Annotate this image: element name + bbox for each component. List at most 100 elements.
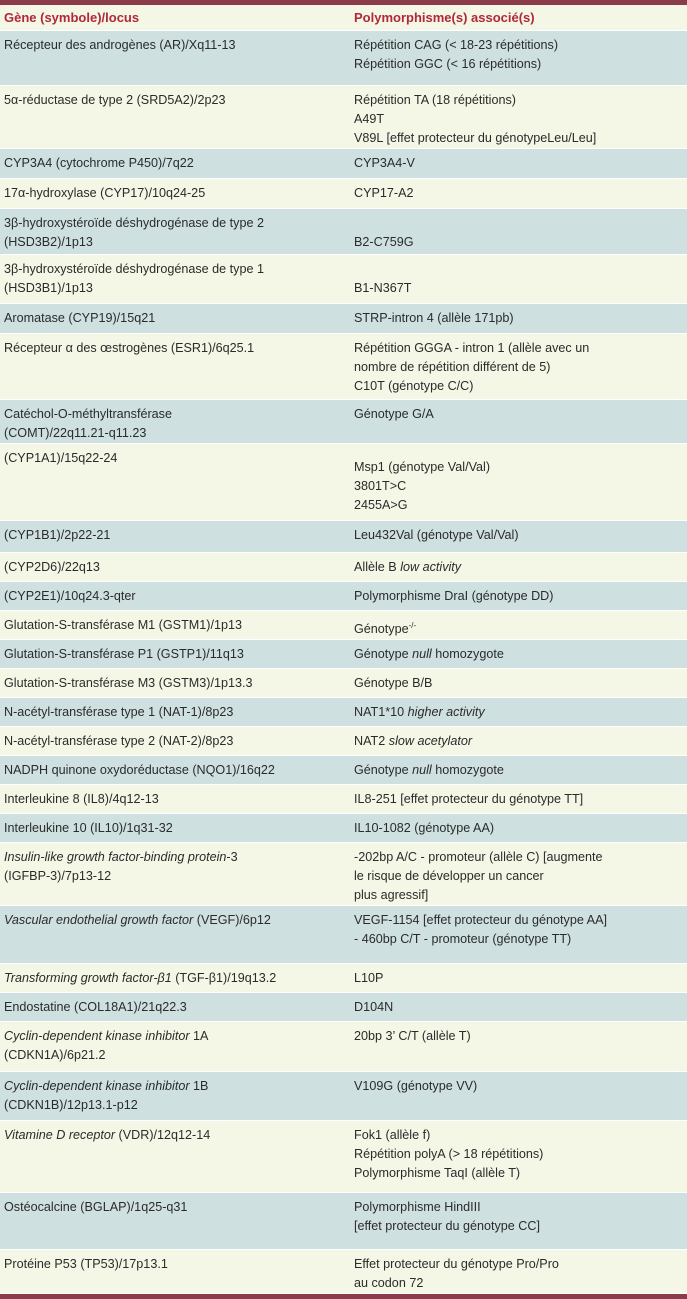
table-row: 5α-réductase de type 2 (SRD5A2)/2p23 Répé…	[0, 85, 687, 149]
polymorphism-cell: NAT1*10 higher activity	[350, 697, 687, 728]
polymorphism-cell: Génotype null homozygote	[350, 639, 687, 670]
cell-line: nombre de répétition différent de 5)	[354, 360, 551, 374]
cell-line: 3β-hydroxystéroïde déshydrogénase de typ…	[4, 262, 264, 276]
cell-line: D104N	[354, 1000, 394, 1015]
cell-line: Catéchol-O-méthyltransférase	[4, 407, 172, 421]
cell-line: IL8-251 [effet protecteur du génotype TT…	[354, 792, 584, 807]
text-segment: (TGF-β1)/19q13.2	[171, 971, 277, 986]
table-row: Récepteur α des œstrogènes (ESR1)/6q25.1…	[0, 333, 687, 400]
cell-line: N-acétyl-transférase type 2 (NAT-2)/8p23	[4, 734, 234, 749]
text-segment: slow acetylator	[388, 734, 473, 749]
polymorphism-cell: -202bp A/C - promoteur (allèle C) [augme…	[350, 842, 687, 907]
gene-cell: Récepteur des androgènes (AR)/Xq11-13	[0, 30, 350, 86]
polymorphism-cell: 20bp 3’ C/T (allèle T)	[350, 1021, 687, 1073]
polymorphism-cell: Polymorphisme HindIII [effet protecteur d…	[350, 1192, 687, 1251]
cell-line: (CYP2E1)/10q24.3-qter	[4, 589, 136, 603]
polymorphism-cell: Polymorphisme DraI (génotype DD)	[350, 581, 687, 611]
gene-cell: Ostéocalcine (BGLAP)/1q25-q31	[0, 1192, 350, 1251]
text-segment: NAT1*10	[354, 705, 408, 720]
text-segment: Vitamine D receptor	[4, 1128, 116, 1143]
cell-line: (CYP1B1)/2p22-21	[4, 528, 111, 542]
table-row: (CYP2E1)/10q24.3-qter Polymorphisme DraI …	[0, 581, 687, 611]
cell-line: Glutation-S-transférase P1 (GSTP1)/11q13	[4, 647, 244, 662]
text-segment: Génotype	[354, 763, 413, 778]
polymorphism-cell: Répétition GGGA - intron 1 (allèle avec …	[350, 333, 687, 400]
cell-line: CYP17-A2	[354, 186, 414, 200]
table-row: N-acétyl-transférase type 1 (NAT-1)/8p23…	[0, 697, 687, 728]
table-row: Transforming growth factor-β1 (TGF-β1)/1…	[0, 963, 687, 994]
table-row: 3β-hydroxystéroïde déshydrogénase de typ…	[0, 254, 687, 304]
table-row: Glutation-S-transférase M3 (GSTM3)/1p13.…	[0, 668, 687, 699]
gene-cell: Glutation-S-transférase P1 (GSTP1)/11q13	[0, 639, 350, 670]
polymorphism-cell: Effet protecteur du génotype Pro/Pro au c…	[350, 1249, 687, 1295]
gene-cell: Endostatine (COL18A1)/21q22.3	[0, 992, 350, 1023]
gene-cell: Catéchol-O-méthyltransférase (COMT)/22q11…	[0, 399, 350, 444]
cell-line: Effet protecteur du génotype Pro/Pro	[354, 1257, 559, 1272]
text-segment: -/-	[408, 621, 417, 630]
gene-cell: Aromatase (CYP19)/15q21	[0, 303, 350, 334]
gene-cell: 3β-hydroxystéroïde déshydrogénase de typ…	[0, 208, 350, 255]
cell-line: (IGFBP-3)/7p13-12	[4, 869, 112, 884]
text-segment: Cyclin-dependent kinase inhibitor	[4, 1029, 190, 1044]
table-header: Gène (symbole)/locus Polymorphisme(s) as…	[0, 5, 687, 31]
text-segment: homozygote	[431, 763, 504, 778]
table-row: Interleukine 8 (IL8)/4q12-13 IL8-251 [eff…	[0, 784, 687, 815]
cell-line: Vascular endothelial growth factor (VEGF…	[4, 911, 346, 930]
cell-line: Insulin-like growth factor-binding prote…	[4, 848, 346, 867]
cell-line: (HSD3B2)/1p13	[4, 235, 93, 249]
cell-line: Interleukine 8 (IL8)/4q12-13	[4, 792, 159, 807]
cell-line: Génotype null homozygote	[354, 645, 683, 664]
cell-line: Répétition polyA (> 18 répétitions)	[354, 1147, 544, 1162]
cell-line: - 460bp C/T - promoteur (génotype TT)	[354, 932, 572, 947]
table-row: (CYP1A1)/15q22-24 Msp1 (génotype Val/Val)…	[0, 443, 687, 521]
gene-cell: Vascular endothelial growth factor (VEGF…	[0, 905, 350, 965]
cell-line: VEGF-1154 [effet protecteur du génotype …	[354, 913, 607, 928]
cell-line: NAT1*10 higher activity	[354, 703, 683, 722]
cell-line: 3β-hydroxystéroïde déshydrogénase de typ…	[4, 216, 264, 230]
cell-line: Cyclin-dependent kinase inhibitor 1A	[4, 1027, 346, 1046]
cell-line: Interleukine 10 (IL10)/1q31-32	[4, 821, 173, 836]
cell-line: Vitamine D receptor (VDR)/12q12-14	[4, 1126, 346, 1145]
polymorphism-cell: IL8-251 [effet protecteur du génotype TT…	[350, 784, 687, 815]
cell-line: Polymorphisme DraI (génotype DD)	[354, 589, 554, 603]
cell-line: CYP3A4 (cytochrome P450)/7q22	[4, 156, 194, 170]
cell-line: C10T (génotype C/C)	[354, 379, 474, 393]
cell-line: Leu432Val (génotype Val/Val)	[354, 528, 519, 542]
text-segment: higher activity	[407, 705, 485, 720]
cell-line: Génotype-/-	[354, 616, 683, 639]
gene-cell: Glutation-S-transférase M3 (GSTM3)/1p13.…	[0, 668, 350, 699]
text-segment: 1B	[189, 1079, 209, 1094]
polymorphism-cell: Génotype null homozygote	[350, 755, 687, 786]
cell-line: Génotype G/A	[354, 407, 434, 421]
polymorphism-cell: Msp1 (génotype Val/Val) 3801T>C 2455A>G	[350, 443, 687, 521]
text-segment: Cyclin-dependent kinase inhibitor	[4, 1079, 190, 1094]
table-row: Catéchol-O-méthyltransférase (COMT)/22q11…	[0, 399, 687, 444]
cell-line: Allèle B low activity	[354, 558, 683, 577]
polymorphism-cell: B2-C759G	[350, 208, 687, 255]
cell-line: (COMT)/22q11.21-q11.23	[4, 426, 147, 440]
cell-line: N-acétyl-transférase type 1 (NAT-1)/8p23	[4, 705, 234, 720]
cell-line: Glutation-S-transférase M1 (GSTM1)/1p13	[4, 618, 242, 632]
gene-cell: Interleukine 8 (IL8)/4q12-13	[0, 784, 350, 815]
polymorphism-cell: STRP-intron 4 (allèle 171pb)	[350, 303, 687, 334]
table-row: NADPH quinone oxydoréductase (NQO1)/16q2…	[0, 755, 687, 786]
cell-line: (HSD3B1)/1p13	[4, 281, 93, 295]
text-segment: Vascular endothelial growth factor	[4, 913, 194, 928]
gene-cell: N-acétyl-transférase type 2 (NAT-2)/8p23	[0, 726, 350, 757]
polymorphism-cell: Génotype B/B	[350, 668, 687, 699]
table-row: Aromatase (CYP19)/15q21 STRP-intron 4 (al…	[0, 303, 687, 334]
gene-cell: Insulin-like growth factor-binding prote…	[0, 842, 350, 907]
gene-cell: 5α-réductase de type 2 (SRD5A2)/2p23	[0, 85, 350, 149]
cell-line: Génotype null homozygote	[354, 761, 683, 780]
polymorphism-cell: L10P	[350, 963, 687, 994]
text-segment: Transforming growth factor-β1	[4, 971, 172, 986]
table-row: Glutation-S-transférase M1 (GSTM1)/1p13 G…	[0, 610, 687, 641]
cell-line: NADPH quinone oxydoréductase (NQO1)/16q2…	[4, 763, 275, 778]
gene-cell: Transforming growth factor-β1 (TGF-β1)/1…	[0, 963, 350, 994]
table-row: Récepteur des androgènes (AR)/Xq11-13 Rép…	[0, 30, 687, 86]
cell-line: IL10-1082 (génotype AA)	[354, 821, 495, 836]
cell-line: Répétition GGGA - intron 1 (allèle avec …	[354, 341, 590, 355]
gene-cell: NADPH quinone oxydoréductase (NQO1)/16q2…	[0, 755, 350, 786]
cell-line: (CYP1A1)/15q22-24	[4, 451, 118, 465]
polymorphism-cell: VEGF-1154 [effet protecteur du génotype …	[350, 905, 687, 965]
